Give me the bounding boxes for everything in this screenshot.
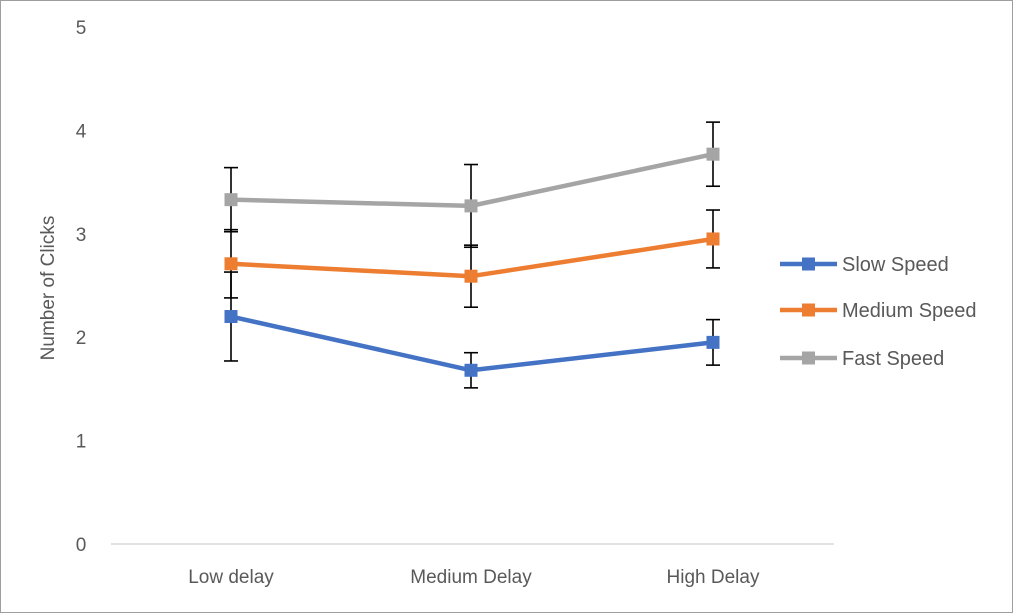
y-tick-label: 3 (76, 225, 87, 246)
y-tick-labels: 0 1 2 3 4 5 (76, 18, 87, 556)
legend-label: Slow Speed (842, 254, 949, 276)
series-layer (224, 121, 720, 389)
series-line (230, 151, 714, 209)
x-tick-labels: Low delay Medium Delay High Delay (188, 567, 760, 588)
data-point (224, 257, 238, 271)
x-tick-label: High Delay (667, 567, 760, 588)
x-tick-label: Low delay (188, 567, 274, 588)
series-fast-speed (224, 121, 720, 249)
y-tick-label: 4 (76, 121, 87, 142)
data-point (224, 310, 238, 324)
y-tick-label: 2 (76, 328, 87, 349)
data-point (464, 269, 478, 283)
legend-item: Slow Speed (780, 254, 949, 276)
series-slow-speed (224, 271, 720, 389)
data-point (706, 232, 720, 246)
x-tick-label: Medium Delay (410, 567, 532, 588)
legend: Slow Speed Medium Speed Fast Speed (780, 254, 977, 370)
y-tick-label: 1 (76, 432, 87, 453)
legend-swatch-marker (802, 351, 815, 365)
legend-swatch-marker (802, 303, 815, 317)
legend-swatch-marker (802, 257, 815, 271)
y-tick-label: 5 (76, 18, 87, 39)
data-point (706, 147, 720, 161)
legend-label: Medium Speed (842, 300, 977, 322)
data-point (464, 199, 478, 213)
y-axis-title: Number of Clicks (38, 216, 59, 361)
y-tick-label: 0 (76, 535, 87, 556)
data-point (224, 193, 238, 207)
data-point (464, 363, 478, 377)
legend-label: Fast Speed (842, 348, 944, 370)
legend-item: Fast Speed (780, 348, 944, 370)
series-line (230, 314, 714, 373)
series-medium-speed (224, 209, 720, 309)
legend-item: Medium Speed (780, 300, 977, 322)
data-point (706, 335, 720, 349)
